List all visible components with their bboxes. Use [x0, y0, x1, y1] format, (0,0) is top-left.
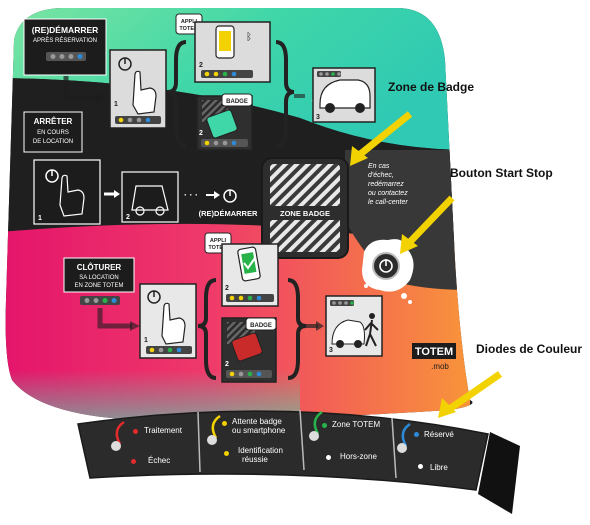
svg-text:EN ZONE TOTEM: EN ZONE TOTEM	[74, 283, 123, 289]
svg-text:2: 2	[225, 285, 229, 292]
brace-left	[167, 40, 187, 148]
stop-during-rental-section: ARRÊTER EN COURS DE LOCATION 1 2 · · · (…	[23, 111, 258, 225]
svg-text:(RE)DÉMARRER: (RE)DÉMARRER	[199, 209, 258, 218]
callout-zone-badge: Zone de Badge	[388, 80, 475, 94]
svg-text:EN COURS: EN COURS	[37, 130, 69, 136]
callout-start-stop: Bouton Start Stop	[450, 166, 553, 180]
svg-text:APPLI: APPLI	[181, 19, 198, 25]
legend-free: Libre	[430, 463, 448, 472]
svg-text:d'échec,: d'échec,	[368, 172, 394, 179]
car-icon	[319, 79, 371, 109]
walking-person-icon	[364, 313, 379, 347]
svg-text:1: 1	[114, 101, 118, 108]
svg-text:TOTEM: TOTEM	[208, 245, 228, 251]
callout-arrow-diodes	[438, 371, 502, 418]
led-red-2	[131, 459, 136, 464]
svg-text:redémarrez: redémarrez	[368, 181, 404, 188]
svg-text:· · ·: · · ·	[184, 190, 198, 200]
svg-text:SA LOCATION: SA LOCATION	[79, 275, 119, 281]
legend-processing: Traitement	[144, 426, 182, 435]
svg-text:ou contactez: ou contactez	[368, 190, 408, 197]
svg-text:ZONE BADGE: ZONE BADGE	[280, 209, 330, 218]
checkmark-icon	[243, 257, 256, 270]
svg-text:3: 3	[316, 114, 320, 121]
brace-right	[275, 40, 295, 148]
led-green	[322, 423, 327, 428]
close-rental-section: CLÔTURER SA LOCATION EN ZONE TOTEM 1 APP…	[63, 232, 383, 383]
callout-arrow-start-stop	[400, 195, 455, 254]
svg-text:BADGE: BADGE	[226, 99, 248, 105]
svg-text:2: 2	[199, 130, 203, 137]
svg-text:1: 1	[144, 337, 148, 344]
stop-step-2-card	[121, 171, 179, 223]
svg-text:DE LOCATION: DE LOCATION	[33, 139, 73, 145]
totem-logo: TOTEM .mob	[412, 343, 456, 371]
legend-out-of-zone: Hors-zone	[340, 452, 377, 461]
callout-arrow-zone-badge	[350, 111, 413, 166]
legend-totem-zone: Zone TOTEM	[332, 420, 381, 429]
led-legend-strip	[77, 409, 520, 514]
svg-text:En cas: En cas	[368, 163, 390, 170]
badge-card-icon	[206, 109, 238, 139]
stop-step-1-card	[33, 159, 101, 225]
stop-hand-icon	[59, 174, 85, 217]
led-blue	[414, 432, 419, 437]
legend-identified-2: réussie	[242, 455, 268, 464]
legend-failure: Échec	[148, 456, 171, 465]
restart-title: (RE)DÉMARRER	[32, 25, 99, 35]
led-yellow-2	[224, 451, 229, 456]
svg-text:2: 2	[225, 361, 229, 368]
led-strip	[46, 52, 86, 61]
svg-text:1: 1	[38, 215, 42, 222]
svg-text:BADGE: BADGE	[250, 323, 272, 329]
bluetooth-icon: ᛒ	[246, 32, 252, 43]
led-white-2	[418, 464, 423, 469]
led-white	[326, 455, 331, 460]
svg-text:le call-center: le call-center	[368, 199, 408, 206]
fallback-note: En cas d'échec, redémarrez ou contactez …	[368, 163, 408, 206]
svg-text:.mob: .mob	[431, 362, 449, 371]
svg-text:TOTEM: TOTEM	[415, 346, 453, 358]
restart-subtitle: APRÈS RÉSERVATION	[33, 37, 97, 44]
led-red	[133, 429, 138, 434]
legend-waiting-1: Attente badge	[232, 417, 282, 426]
svg-text:CLÔTURER: CLÔTURER	[77, 263, 122, 272]
legend-reserved: Réservé	[424, 430, 454, 439]
hand-icon	[132, 70, 157, 115]
legend-identified-1: Identification	[238, 446, 283, 455]
legend-waiting-2: ou smartphone	[232, 426, 286, 435]
svg-text:2: 2	[199, 62, 203, 69]
svg-text:3: 3	[329, 347, 333, 354]
svg-text:TOTEM: TOTEM	[179, 26, 199, 32]
zone-badge: ZONE BADGE	[261, 157, 349, 259]
svg-text:2: 2	[126, 214, 130, 221]
restart-after-reservation-section: (RE)DÉMARRER APRÈS RÉSERVATION 1 APPLI T…	[23, 13, 376, 151]
callout-diodes: Diodes de Couleur	[476, 342, 583, 356]
led-yellow	[222, 421, 227, 426]
svg-text:ARRÊTER: ARRÊTER	[34, 117, 73, 126]
svg-text:APPLI: APPLI	[210, 238, 227, 244]
